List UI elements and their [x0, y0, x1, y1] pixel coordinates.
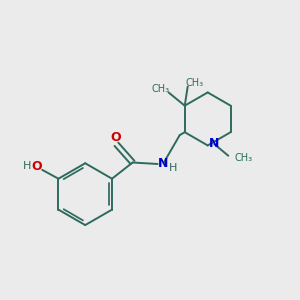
- Text: CH₃: CH₃: [151, 84, 169, 94]
- Text: O: O: [32, 160, 42, 172]
- Text: CH₃: CH₃: [186, 78, 204, 88]
- Text: N: N: [158, 157, 169, 169]
- Text: N: N: [209, 137, 219, 151]
- Text: H: H: [23, 161, 31, 171]
- Text: CH₃: CH₃: [235, 153, 253, 163]
- Text: O: O: [110, 131, 121, 144]
- Text: H: H: [169, 164, 177, 173]
